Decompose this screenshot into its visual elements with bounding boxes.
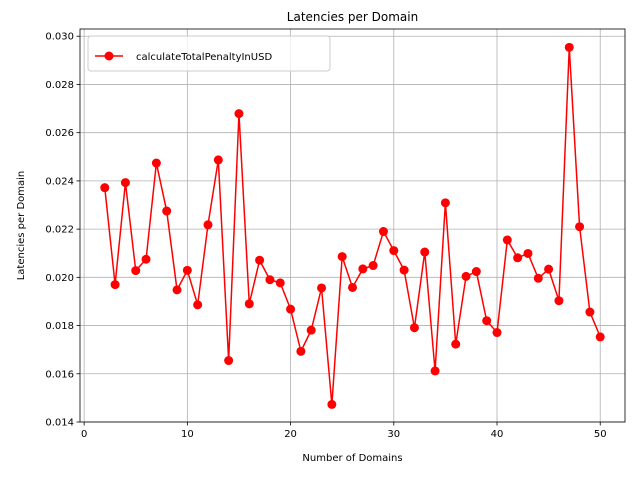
y-tick-label: 0.030 <box>45 32 74 43</box>
grid-lines <box>80 29 625 423</box>
data-point <box>100 183 110 193</box>
data-point <box>317 283 327 293</box>
data-point <box>255 255 265 265</box>
axis-ticks: 0 10 20 30 40 50 0.014 0.016 0.018 0.020 0.022 0.02… <box>45 32 606 440</box>
data-point <box>193 300 203 310</box>
data-point <box>461 271 471 281</box>
y-tick-label: 0.028 <box>45 80 74 91</box>
x-axis-title: Number of Domains <box>302 453 402 464</box>
data-point <box>420 247 430 257</box>
data-point <box>378 227 388 237</box>
x-tick-label: 20 <box>284 429 297 440</box>
data-point <box>368 261 378 271</box>
data-point <box>451 339 461 349</box>
y-tick-label: 0.024 <box>45 176 74 187</box>
data-point <box>502 235 512 245</box>
data-point <box>544 264 554 274</box>
data-point <box>172 285 182 295</box>
data-point <box>265 275 275 285</box>
data-point <box>595 332 605 342</box>
x-tick-label: 10 <box>181 429 194 440</box>
x-tick-label: 50 <box>594 429 607 440</box>
series-layer <box>100 42 605 409</box>
data-point <box>110 280 120 290</box>
data-point <box>151 158 161 168</box>
chart-title: Latencies per Domain <box>287 10 418 24</box>
y-tick-label: 0.016 <box>45 369 74 380</box>
data-point <box>430 366 440 376</box>
data-point <box>523 248 533 258</box>
data-point <box>389 246 399 256</box>
data-point <box>306 325 316 335</box>
y-axis-title: Latencies per Domain <box>16 171 27 281</box>
plot-frame <box>79 28 626 423</box>
data-point <box>533 273 543 283</box>
data-point <box>337 252 347 262</box>
data-point <box>564 42 574 52</box>
data-point <box>575 222 585 232</box>
x-tick-label: 30 <box>387 429 400 440</box>
data-point <box>358 264 368 274</box>
y-tick-label: 0.022 <box>45 225 74 236</box>
data-point <box>141 254 151 264</box>
legend-label: calculateTotalPenaltyInUSD <box>136 52 272 63</box>
data-point <box>482 316 492 326</box>
data-point <box>471 267 481 277</box>
x-tick-label: 0 <box>81 429 87 440</box>
legend: calculateTotalPenaltyInUSD <box>87 35 331 72</box>
data-point <box>409 323 419 333</box>
data-point <box>213 155 223 165</box>
data-point <box>585 307 595 317</box>
data-point <box>296 346 306 356</box>
legend-box <box>87 35 331 72</box>
data-point <box>234 109 244 119</box>
data-point <box>162 206 172 216</box>
data-point <box>440 198 450 208</box>
y-tick-label: 0.018 <box>45 321 74 332</box>
data-point <box>348 282 357 292</box>
data-point <box>182 265 192 275</box>
data-point <box>492 328 502 338</box>
data-point <box>244 299 254 309</box>
y-tick-label: 0.014 <box>45 418 74 429</box>
data-point <box>275 278 285 288</box>
data-point <box>203 220 213 230</box>
data-point <box>513 253 523 263</box>
y-tick-label: 0.020 <box>45 273 74 284</box>
data-point <box>131 266 141 276</box>
data-point <box>554 296 564 306</box>
data-point <box>399 265 409 275</box>
data-point <box>120 178 130 188</box>
data-point <box>286 304 296 314</box>
y-tick-label: 0.026 <box>45 128 74 139</box>
legend-marker-sample <box>104 51 114 61</box>
data-point <box>327 399 337 409</box>
data-point <box>224 356 234 366</box>
x-tick-label: 40 <box>491 429 504 440</box>
